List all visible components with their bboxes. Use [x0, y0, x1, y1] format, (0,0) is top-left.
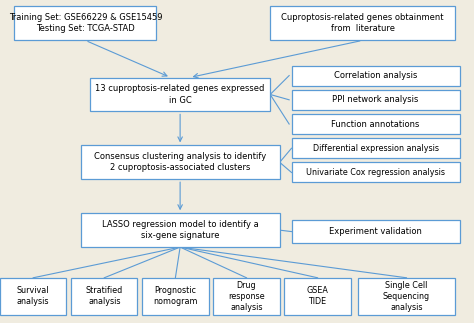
FancyBboxPatch shape: [292, 220, 460, 243]
FancyBboxPatch shape: [292, 66, 460, 86]
FancyBboxPatch shape: [0, 278, 66, 315]
Text: GSEA
TIDE: GSEA TIDE: [307, 286, 328, 307]
FancyBboxPatch shape: [90, 78, 270, 111]
FancyBboxPatch shape: [71, 278, 137, 315]
Text: LASSO regression model to identify a
six-gene signature: LASSO regression model to identify a six…: [102, 220, 258, 240]
Text: Experiment validation: Experiment validation: [329, 227, 422, 236]
FancyBboxPatch shape: [81, 145, 280, 179]
FancyBboxPatch shape: [142, 278, 209, 315]
Text: Differential expression analysis: Differential expression analysis: [313, 144, 438, 153]
FancyBboxPatch shape: [292, 90, 460, 110]
Text: Single Cell
Sequencing
analysis: Single Cell Sequencing analysis: [383, 281, 430, 312]
Text: Cuproptosis-related genes obtainment
from  literature: Cuproptosis-related genes obtainment fro…: [282, 13, 444, 34]
FancyBboxPatch shape: [14, 6, 156, 40]
FancyBboxPatch shape: [292, 162, 460, 182]
FancyBboxPatch shape: [270, 6, 455, 40]
Text: Drug
response
analysis: Drug response analysis: [228, 281, 265, 312]
Text: Stratified
analysis: Stratified analysis: [86, 286, 123, 307]
FancyBboxPatch shape: [292, 114, 460, 134]
Text: Correlation analysis: Correlation analysis: [334, 71, 417, 80]
FancyBboxPatch shape: [284, 278, 351, 315]
Text: Consensus clustering analysis to identify
2 cuproptosis-associated clusters: Consensus clustering analysis to identif…: [94, 152, 266, 172]
Text: Function annotations: Function annotations: [331, 120, 420, 129]
Text: Training Set: GSE66229 & GSE15459
Testing Set: TCGA-STAD: Training Set: GSE66229 & GSE15459 Testin…: [9, 13, 162, 34]
Text: Prognostic
nomogram: Prognostic nomogram: [153, 286, 198, 307]
Text: 13 cuproptosis-related genes expressed
in GC: 13 cuproptosis-related genes expressed i…: [95, 84, 265, 105]
FancyBboxPatch shape: [213, 278, 280, 315]
FancyBboxPatch shape: [81, 213, 280, 247]
Text: Survival
analysis: Survival analysis: [17, 286, 49, 307]
Text: Univariate Cox regression analysis: Univariate Cox regression analysis: [306, 168, 445, 177]
FancyBboxPatch shape: [358, 278, 455, 315]
Text: PPI network analysis: PPI network analysis: [332, 95, 419, 104]
FancyBboxPatch shape: [292, 138, 460, 158]
